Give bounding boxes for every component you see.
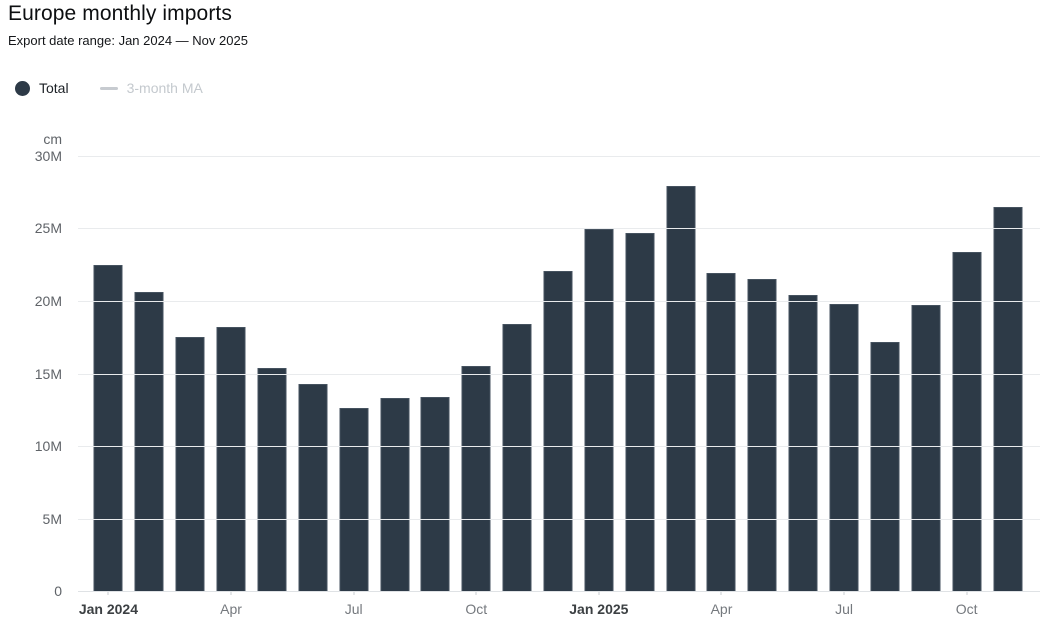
bar-nov-2025[interactable] — [993, 206, 1023, 591]
x-axis-tick-mark — [353, 592, 355, 595]
bar-may-2025[interactable] — [747, 279, 777, 591]
x-axis-labels: Jan 2024 Apr Jul Oct Jan 2025 Apr Jul Oct — [79, 601, 1028, 621]
y-tick-label-15M: 15M — [34, 365, 62, 382]
bar-sep-2024[interactable] — [420, 396, 450, 591]
page-subtitle: Export date range: Jan 2024 — Nov 2025 — [8, 33, 248, 48]
bar-aug-2024[interactable] — [380, 398, 410, 591]
gridline-20M — [78, 300, 1040, 302]
chart-header: Europe monthly imports Export date range… — [8, 2, 248, 48]
bar-jun-2024[interactable] — [298, 383, 328, 591]
y-tick-label-5M: 5M — [42, 510, 62, 527]
legend-item-total[interactable]: Total — [15, 80, 69, 96]
x-axis-tick-mark — [843, 592, 845, 595]
x-axis-tick-mark — [720, 592, 722, 595]
gridline-30M — [78, 156, 1040, 157]
gridline-10M — [78, 445, 1040, 447]
bar-nov-2024[interactable] — [502, 324, 532, 591]
gridline-25M — [78, 228, 1040, 230]
y-tick-label-10M: 10M — [34, 437, 62, 454]
x-tick-label-apr: Apr — [710, 601, 733, 617]
bar-jun-2025[interactable] — [788, 295, 818, 591]
y-axis-unit-label: cm — [43, 131, 62, 147]
bar-jul-2025[interactable] — [829, 303, 859, 591]
x-axis-line — [78, 591, 1040, 592]
bar-may-2024[interactable] — [257, 367, 287, 591]
bar-aug-2025[interactable] — [870, 341, 900, 591]
bar-feb-2024[interactable] — [134, 292, 164, 591]
x-axis-tick-mark — [598, 592, 600, 595]
x-tick-label-apr: Apr — [220, 601, 242, 617]
bar-apr-2024[interactable] — [216, 327, 246, 591]
x-tick-label-oct: Oct — [955, 601, 978, 617]
x-axis-tick-marks — [88, 591, 1028, 595]
bar-oct-2025[interactable] — [952, 251, 982, 591]
bar-mar-2025[interactable] — [666, 186, 696, 591]
legend-item-label: 3-month MA — [126, 80, 203, 96]
y-axis-labels: 0 5M 10M 15M 20M 25M 30M — [0, 148, 62, 599]
x-tick-label-jul: Jul — [344, 601, 363, 617]
x-axis-tick-mark — [475, 592, 477, 595]
bar-apr-2025[interactable] — [706, 273, 736, 591]
bar-jul-2024[interactable] — [339, 408, 369, 591]
x-axis-tick-mark — [107, 592, 109, 595]
bar-feb-2025[interactable] — [625, 232, 655, 591]
bar-mar-2024[interactable] — [175, 337, 205, 591]
page-title: Europe monthly imports — [8, 2, 232, 25]
y-tick-label-0: 0 — [54, 583, 62, 599]
y-tick-label-20M: 20M — [34, 292, 62, 309]
legend-circle-swatch — [15, 80, 30, 96]
x-axis-tick-mark — [966, 592, 968, 595]
y-tick-label-25M: 25M — [34, 220, 62, 237]
bar-sep-2025[interactable] — [911, 305, 941, 591]
legend-item-label: Total — [39, 80, 69, 96]
x-tick-label-jul: Jul — [835, 601, 854, 617]
bar-jan-2024[interactable] — [93, 264, 123, 591]
legend-item-3-month-ma[interactable]: 3-month MA — [99, 80, 203, 96]
x-tick-label-jan-2024: Jan 2024 — [78, 601, 139, 617]
x-tick-label-oct: Oct — [465, 601, 488, 617]
y-tick-label-30M: 30M — [34, 148, 62, 164]
gridline-15M — [78, 373, 1040, 375]
gridline-5M — [78, 518, 1040, 520]
x-tick-label-jan-2025: Jan 2025 — [569, 601, 629, 617]
plot-area — [78, 156, 1040, 595]
bar-dec-2024[interactable] — [543, 270, 573, 591]
bar-jan-2025[interactable] — [584, 228, 614, 591]
bars-container — [88, 156, 1028, 591]
legend-line-swatch — [99, 86, 118, 90]
bar-oct-2024[interactable] — [461, 366, 491, 591]
legend: Total 3-month MA — [15, 80, 203, 96]
x-axis-tick-mark — [230, 592, 232, 595]
